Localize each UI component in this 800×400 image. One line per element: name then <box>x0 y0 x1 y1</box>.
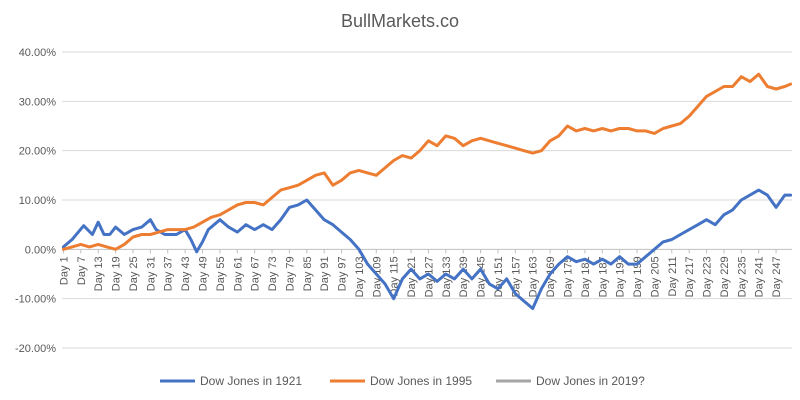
y-tick-label: -10.00% <box>15 294 56 306</box>
x-tick-label: Day 67 <box>250 256 262 291</box>
x-tick-label: Day 37 <box>163 256 175 291</box>
y-tick-label: 10.00% <box>19 195 57 207</box>
x-tick-label: Day 103 <box>354 256 366 297</box>
gridlines <box>62 51 792 349</box>
x-tick-label: Day 31 <box>145 256 157 291</box>
x-tick-label: Day 175 <box>562 256 574 297</box>
x-tick-label: Day 151 <box>493 256 505 297</box>
x-tick-label: Day 13 <box>93 256 105 291</box>
x-tick-label: Day 19 <box>111 256 123 291</box>
legend-label: Dow Jones in 1995 <box>370 374 472 388</box>
series-lines <box>61 72 793 310</box>
x-tick-label: Day 229 <box>719 256 731 297</box>
x-tick-label: Day 169 <box>545 256 557 297</box>
x-tick-label: Day 79 <box>284 256 296 291</box>
x-tick-label: Day 91 <box>319 256 331 291</box>
y-tick-label: 0.00% <box>25 244 56 256</box>
x-tick-label: Day 7 <box>76 256 88 285</box>
x-tick-label: Day 187 <box>597 256 609 297</box>
y-tick-label: -20.00% <box>15 343 56 355</box>
x-tick-label: Day 61 <box>232 256 244 291</box>
x-tick-label: Day 211 <box>667 256 679 296</box>
x-tick-label: Day 199 <box>632 256 644 297</box>
x-tick-label: Day 193 <box>615 256 627 297</box>
y-tick-label: 20.00% <box>19 146 57 158</box>
x-tick-label: Day 55 <box>215 256 227 291</box>
x-tick-label: Day 223 <box>702 256 714 297</box>
legend-label: Dow Jones in 2019? <box>536 374 645 388</box>
x-tick-label: Day 241 <box>754 256 766 297</box>
x-tick-label: Day 163 <box>528 256 540 297</box>
x-tick-label: Day 1 <box>58 256 70 285</box>
x-tick-label: Day 181 <box>580 256 592 297</box>
x-tick-label: Day 121 <box>406 256 418 297</box>
x-tick-label: Day 205 <box>649 256 661 297</box>
x-tick-label: Day 247 <box>771 256 783 297</box>
x-tick-label: Day 157 <box>510 256 522 297</box>
y-tick-label: 40.00% <box>19 47 57 59</box>
x-tick-label: Day 97 <box>337 256 349 291</box>
x-tick-label: Day 139 <box>458 256 470 297</box>
x-tick-label: Day 25 <box>128 256 140 291</box>
x-tick-label: Day 43 <box>180 256 192 291</box>
series-line-2 <box>61 72 793 251</box>
x-tick-label: Day 217 <box>684 256 696 297</box>
legend-label: Dow Jones in 1921 <box>200 374 302 388</box>
x-tick-label: Day 49 <box>197 256 209 291</box>
x-tick-label: Day 145 <box>476 256 488 297</box>
x-tick-label: Day 235 <box>736 256 748 297</box>
y-tick-label: 30.00% <box>19 96 57 108</box>
y-axis: -20.00% -10.00% 0.00% 10.00% 20.00% 30.00% 40.… <box>15 47 56 355</box>
x-tick-label: Day 85 <box>302 256 314 291</box>
legend: Dow Jones in 1921 Dow Jones in 1995 Dow Jo… <box>160 374 645 388</box>
x-axis: Day 1 Day 7 Day 13 Day 19 Day 25 Day 31 Day 37… <box>58 249 783 297</box>
x-tick-label: Day 133 <box>441 256 453 297</box>
chart-title: BullMarkets.co <box>341 11 459 31</box>
series-line-1 <box>61 188 793 310</box>
x-tick-label: Day 73 <box>267 256 279 291</box>
